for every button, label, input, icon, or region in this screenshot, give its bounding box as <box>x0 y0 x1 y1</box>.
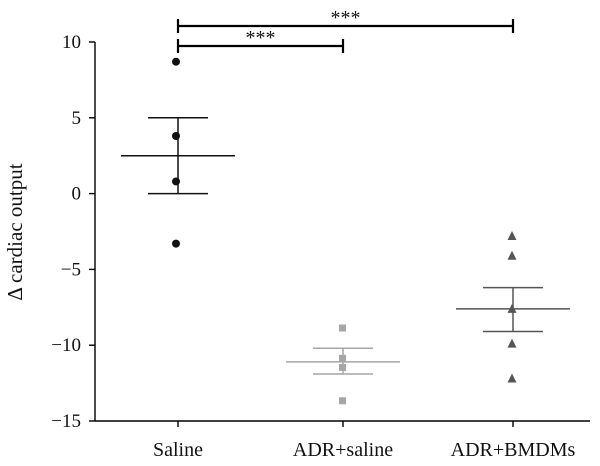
x-category-label: ADR+saline <box>293 439 393 461</box>
data-point-circle <box>172 57 180 66</box>
y-axis-title: Δ cardiac output <box>3 163 27 300</box>
y-tick-label: 5 <box>72 108 82 129</box>
y-tick-label: −10 <box>51 335 81 356</box>
axes: 10 5 0 −5 −10 −15 Saline ADR+saline ADR+BMDMs <box>51 32 590 461</box>
y-tick-label: 0 <box>72 184 82 205</box>
data-point-triangle <box>507 250 517 260</box>
data-point-circle <box>172 239 180 248</box>
data-points <box>172 57 517 405</box>
data-point-circle <box>172 177 180 186</box>
significance-brackets: *** *** <box>176 7 515 53</box>
data-point-square <box>339 324 346 332</box>
data-point-triangle <box>507 338 517 348</box>
y-tick-label: −5 <box>61 259 81 280</box>
y-axis-title-group: Δ cardiac output <box>3 163 27 300</box>
y-tick-label: −15 <box>51 411 81 432</box>
mean-sem-bars <box>121 117 570 375</box>
data-point-triangle <box>507 373 517 383</box>
data-point-circle <box>172 131 180 140</box>
x-category-label: ADR+BMDMs <box>451 439 576 461</box>
x-category-label: Saline <box>153 439 203 461</box>
significance-label: *** <box>331 7 361 29</box>
y-tick-label: 10 <box>62 32 81 53</box>
data-point-triangle <box>507 231 517 241</box>
significance-label: *** <box>246 27 276 49</box>
data-point-square <box>339 397 346 405</box>
